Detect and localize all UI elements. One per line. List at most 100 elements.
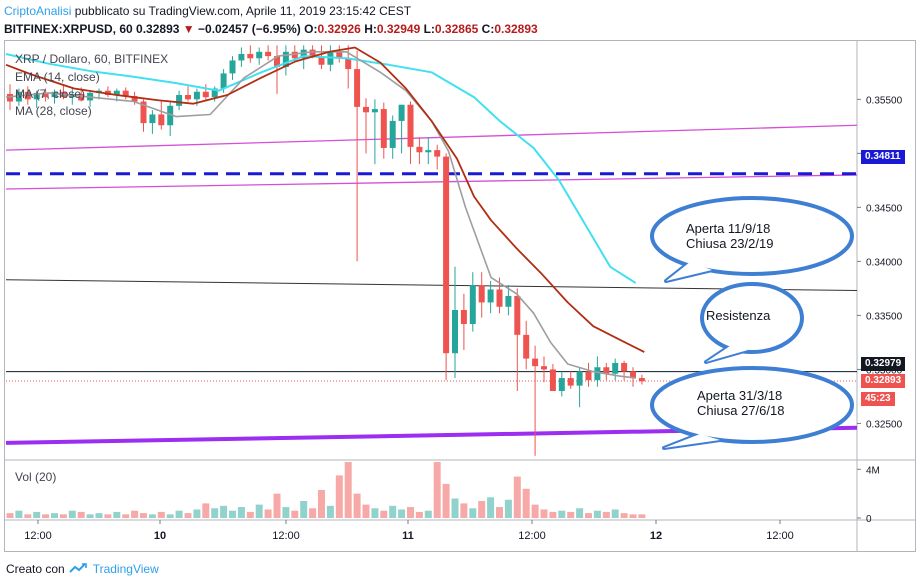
candle-body	[282, 51, 289, 67]
volume-bar	[300, 500, 308, 518]
volume-bar	[309, 508, 317, 518]
symbol-label: BITFINEX:XRPUSD, 60	[4, 22, 133, 36]
callout-bubble-1[interactable]	[650, 196, 854, 283]
last-price: 0.32893	[136, 22, 180, 36]
candle-body	[612, 362, 619, 374]
symbol-info: BITFINEX:XRPUSD, 60 0.32893 ▼ −0.02457 (…	[4, 22, 538, 38]
candle-body	[549, 369, 556, 392]
callout-bubble-2-shape	[700, 282, 804, 354]
volume-bar	[246, 511, 254, 518]
volume-bar	[33, 511, 41, 518]
volume-bar	[549, 511, 557, 518]
candle-body	[291, 51, 298, 59]
volume-bar	[469, 508, 477, 518]
volume-bar	[424, 510, 432, 518]
open-value: 0.32926	[317, 22, 361, 36]
candle-body	[505, 295, 512, 307]
candle-body	[309, 49, 316, 57]
y-tick-label: 0.34000	[866, 257, 903, 268]
candle-body	[398, 104, 405, 121]
candle-body	[345, 58, 352, 70]
bubble1-line1: Aperta 11/9/18	[686, 221, 771, 236]
low-label: L:	[423, 22, 435, 36]
tradingview-link[interactable]: TradingView	[92, 562, 159, 576]
volume-bar	[273, 493, 281, 518]
candle-body	[318, 56, 325, 65]
candle-body	[371, 109, 378, 113]
candle-body	[51, 91, 58, 98]
candle-body	[247, 53, 254, 59]
x-tick-label: 12:00	[24, 530, 52, 542]
candle-body	[229, 60, 236, 74]
callout-bubble-1-tail-fill	[666, 262, 712, 281]
candle-body	[523, 334, 530, 359]
volume-bar	[220, 505, 228, 518]
volume-bar	[504, 499, 512, 518]
volume-bar	[576, 508, 584, 518]
candle-body	[33, 92, 40, 100]
ema14-line	[5, 46, 645, 353]
callout-bubble-3[interactable]	[650, 366, 854, 450]
candle-body	[158, 114, 165, 126]
down-arrow-icon: ▼	[182, 22, 195, 36]
chart-frame[interactable]	[4, 40, 916, 552]
candle-body	[167, 105, 174, 126]
volume-bar	[59, 514, 67, 518]
ma28-line	[5, 53, 637, 284]
candle-body	[585, 371, 592, 381]
candle-body	[202, 91, 209, 98]
candle-body	[265, 51, 272, 57]
candle-body	[532, 358, 539, 367]
footer: Creato con TradingView	[6, 562, 159, 576]
volume-bar	[496, 507, 503, 518]
candle-body	[363, 106, 369, 113]
candle-body	[238, 53, 245, 61]
current-price-tag: 0.32893	[861, 374, 906, 388]
y-tick-label: 0.34500	[866, 203, 903, 214]
callout-bubble-1-shape	[650, 196, 854, 276]
volume-bar	[211, 508, 219, 518]
candle-body	[460, 309, 467, 325]
candle-body	[603, 367, 610, 374]
volume-bar	[540, 509, 548, 518]
candle-body	[407, 104, 414, 147]
candle-body	[558, 378, 565, 392]
callout-bubble-2-tail-fill	[706, 346, 748, 362]
volume-bar	[611, 509, 619, 518]
footer-created: Creato con	[6, 562, 65, 576]
volume-bar	[113, 511, 121, 518]
y-tick-label: 0.32500	[866, 419, 903, 430]
volume-bar	[433, 462, 441, 518]
volume-bar	[77, 511, 85, 518]
volume-bar	[602, 511, 610, 518]
candle-body	[78, 93, 85, 101]
candle-body	[7, 93, 13, 102]
volume-bar	[68, 510, 76, 518]
candle-body	[478, 285, 485, 303]
x-tick-label: 12	[650, 530, 662, 542]
close-label: C:	[481, 22, 495, 36]
candle-body	[131, 96, 138, 102]
publish-info: CriptoAnalisi pubblicato su TradingView.…	[4, 4, 411, 20]
volume-bar	[531, 504, 539, 518]
candle-body	[469, 285, 476, 325]
candle-body	[300, 49, 307, 59]
volume-bar	[15, 510, 23, 518]
candle-body	[416, 146, 423, 153]
x-tick-label: 12:00	[766, 530, 794, 542]
callout-bubble-2[interactable]	[700, 282, 804, 364]
author-name[interactable]: CriptoAnalisi	[4, 4, 72, 18]
bubble1-text: Aperta 11/9/18 Chiusa 23/2/19	[686, 221, 773, 251]
volume-bar	[175, 510, 183, 518]
volume-bar	[148, 514, 156, 518]
volume-bar	[442, 483, 450, 518]
volume-bar	[380, 510, 388, 518]
y-tick-label: 0.33500	[866, 311, 903, 322]
candle-body	[621, 362, 628, 372]
y-tick-label: 0.35500	[866, 95, 903, 106]
candle-body	[42, 92, 49, 98]
candle-body	[176, 95, 183, 106]
x-tick-label: 10	[154, 530, 166, 542]
volume-bar	[291, 510, 299, 518]
